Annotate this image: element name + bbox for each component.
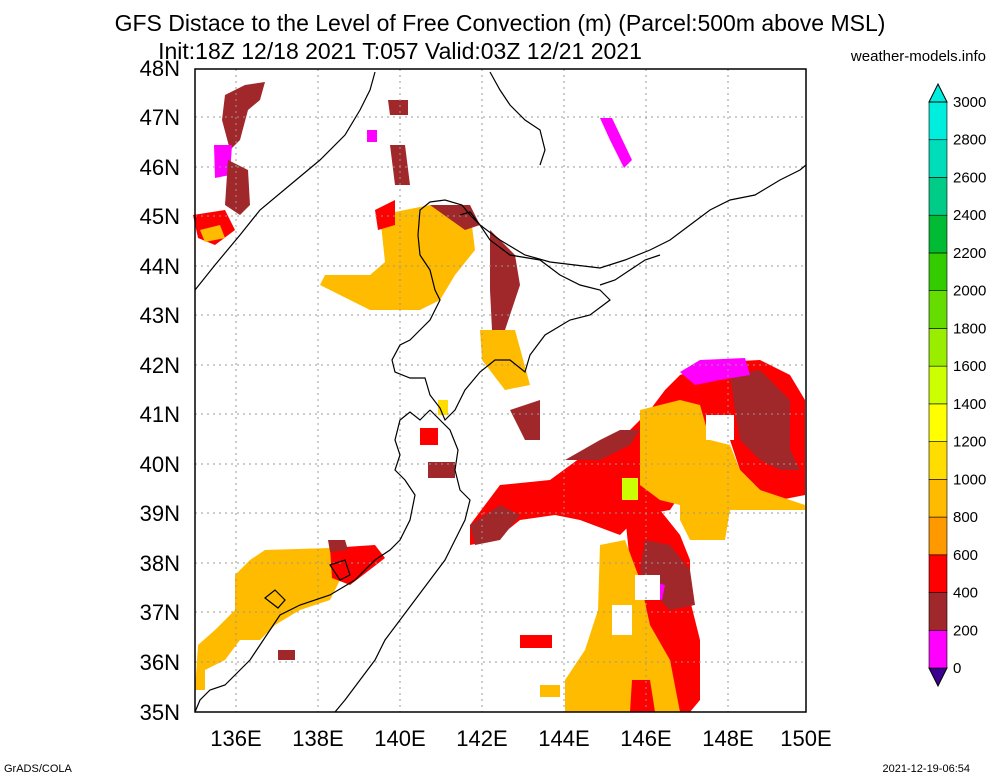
fill-region (600, 118, 632, 168)
colorbar-label: 2000 (953, 283, 986, 300)
lon-tick-140e: 140E (374, 726, 425, 751)
colorbar-swatch (928, 479, 948, 518)
colorbar-swatch (928, 101, 948, 141)
fill-region (320, 205, 475, 310)
fill-region (510, 400, 540, 440)
fill-region (680, 358, 750, 385)
colorbar-label: 0 (953, 660, 961, 677)
fill-region (640, 400, 805, 540)
fill-region (438, 400, 448, 415)
fill-region (565, 430, 640, 460)
fill-region (367, 130, 377, 142)
lon-tick-146e: 146E (620, 726, 671, 751)
fill-region (225, 160, 250, 215)
lat-tick-42n: 42N (140, 353, 180, 378)
colorbar-swatch (928, 441, 948, 480)
lat-tick-35n: 35N (140, 700, 180, 725)
colorbar-swatch (928, 252, 948, 291)
colorbar-swatch (928, 177, 948, 216)
lat-tick-36n: 36N (140, 650, 180, 675)
colorbar-label: 2800 (953, 132, 986, 149)
colorbar-label: 1200 (953, 434, 986, 451)
colorbar-label: 200 (953, 622, 978, 639)
colorbar-swatch (928, 328, 948, 367)
lat-tick-labels: 35N 36N 37N 38N 39N 40N 41N 42N 43N 44N … (140, 56, 180, 725)
lon-tick-labels: 136E 138E 140E 142E 144E 146E 148E 150E (210, 726, 831, 751)
lat-tick-48n: 48N (140, 56, 180, 81)
coastlines (194, 71, 807, 713)
colorbar-label: 1000 (953, 471, 986, 488)
lat-tick-44n: 44N (140, 254, 180, 279)
fill-hole (706, 415, 734, 440)
colorbar-swatch (928, 667, 948, 688)
lat-tick-40n: 40N (140, 452, 180, 477)
lat-tick-39n: 39N (140, 501, 180, 526)
credit-label: weather-models.info (850, 48, 986, 65)
fill-region (200, 225, 225, 242)
lon-tick-142e: 142E (456, 726, 507, 751)
colorbar-swatch (928, 365, 948, 405)
lat-tick-47n: 47N (140, 105, 180, 130)
grid-lines (195, 69, 806, 712)
colorbar-swatch (928, 82, 948, 103)
lon-tick-136e: 136E (210, 726, 261, 751)
colorbar-label: 400 (953, 585, 978, 602)
map-frame (194, 68, 807, 713)
colorbar-swatch (928, 290, 948, 329)
colorbar-swatch (928, 403, 948, 442)
colorbar-swatch (928, 139, 948, 178)
colorbar-label: 600 (953, 547, 978, 564)
fill-region (388, 100, 408, 115)
colorbar-label: 1600 (953, 358, 986, 375)
colorbar-label: 1800 (953, 320, 986, 337)
colorbar-label: 1400 (953, 396, 986, 413)
fill-region (195, 548, 345, 690)
timestamp-label: 2021-12-19-06:54 (882, 763, 970, 775)
colorbar-swatch (928, 516, 948, 556)
colorbar-swatch (928, 554, 948, 593)
colorbar-swatch (928, 592, 948, 631)
lat-tick-46n: 46N (140, 155, 180, 180)
lon-tick-148e: 148E (702, 726, 753, 751)
lat-tick-43n: 43N (140, 303, 180, 328)
fill-region (328, 540, 348, 552)
fill-region (222, 82, 265, 150)
fill-region (470, 505, 520, 545)
fill-region (428, 462, 455, 478)
fill-hole (612, 605, 632, 635)
lfc-fill-regions (193, 82, 805, 712)
fill-region (540, 685, 560, 697)
lon-tick-138e: 138E (292, 726, 343, 751)
lat-tick-37n: 37N (140, 600, 180, 625)
fill-region (630, 680, 655, 712)
fill-region (520, 635, 552, 648)
lat-tick-45n: 45N (140, 204, 180, 229)
colorbar-swatch (928, 629, 948, 669)
fill-region (470, 360, 805, 545)
fill-region (622, 478, 638, 500)
fill-region (375, 200, 395, 230)
fill-region (490, 230, 520, 330)
lat-tick-41n: 41N (140, 402, 180, 427)
colorbar-label: 3000 (953, 94, 986, 111)
lon-tick-150e: 150E (780, 726, 831, 751)
fill-region (730, 370, 800, 470)
colorbar: 0 200 400 600 800 1000 1200 1400 1600 1800 2000 220… (928, 82, 986, 688)
lon-tick-144e: 144E (538, 726, 589, 751)
title-line-1: GFS Distace to the Level of Free Convect… (114, 10, 886, 36)
fill-region (278, 650, 295, 660)
fill-region (330, 545, 385, 585)
map-area: 136E 138E 140E 142E 144E 146E 148E 150E … (140, 56, 832, 751)
colorbar-swatch (928, 214, 948, 254)
lat-tick-38n: 38N (140, 551, 180, 576)
fill-hole (635, 575, 660, 600)
colorbar-label: 800 (953, 509, 978, 526)
colorbar-label: 2400 (953, 207, 986, 224)
colorbar-label: 2600 (953, 169, 986, 186)
software-label: GrADS/COLA (4, 763, 72, 775)
title-line-2: Init:18Z 12/18 2021 T:057 Valid:03Z 12/2… (158, 38, 642, 64)
colorbar-label: 2200 (953, 245, 986, 262)
fill-region (420, 428, 438, 445)
